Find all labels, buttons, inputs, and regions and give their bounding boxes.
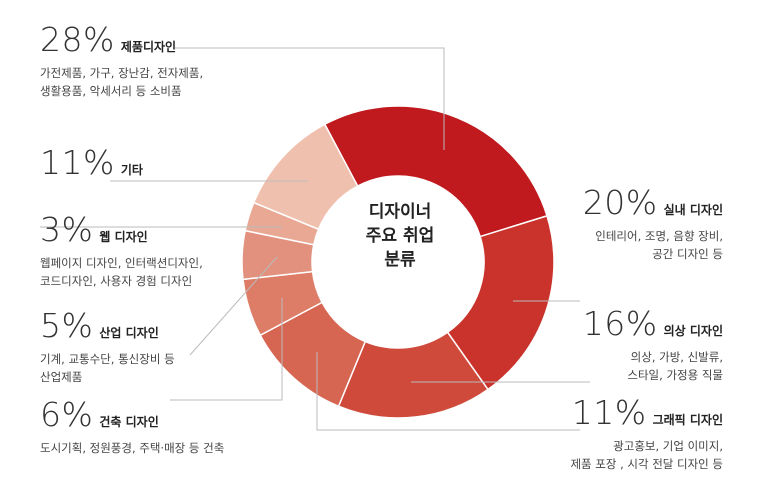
slice-percent: 6% — [40, 395, 94, 434]
slice-percent: 28% — [40, 20, 115, 59]
center-title: 디자이너 주요 취업 분류 — [340, 200, 460, 272]
leader-line — [175, 47, 445, 150]
slice-name: 산업 디자인 — [99, 326, 159, 340]
slice-name: 건축 디자인 — [99, 415, 159, 429]
desc-line: 공간 디자인 등 — [652, 247, 723, 261]
desc-line: 의상, 가방, 신발류, — [630, 350, 723, 364]
center-title-line-1: 디자이너 — [368, 202, 432, 222]
desc-line: 산업제품 — [40, 370, 83, 384]
leader-line — [170, 298, 283, 401]
slice-desc: 인테리어, 조명, 음향 장비, 공간 디자인 등 — [583, 227, 723, 263]
slice-desc: 광고홍보, 기업 이미지, 제품 포장 , 시각 전달 디자인 등 — [570, 437, 723, 473]
label-architecture-design: 6% 건축 디자인 도시기획, 정원풍경, 주택·매장 등 건축 — [40, 397, 224, 457]
slice-percent: 3% — [40, 210, 94, 249]
slice-desc: 도시기획, 정원풍경, 주택·매장 등 건축 — [40, 439, 224, 457]
slice-name: 그래픽 디자인 — [652, 413, 723, 427]
slice-percent: 20% — [582, 183, 658, 222]
slice-name: 제품디자인 — [120, 40, 177, 54]
slice-desc: 의상, 가방, 신발류, 스타일, 가정용 직물 — [583, 348, 723, 384]
slice-name: 의상 디자인 — [663, 324, 723, 338]
slice-name: 실내 디자인 — [663, 203, 723, 217]
slice-percent: 5% — [40, 306, 94, 345]
desc-line: 도시기획, 정원풍경, 주택·매장 등 건축 — [40, 441, 225, 455]
donut-slice — [252, 123, 359, 231]
desc-line: 기계, 교통수단, 통신장비 등 — [40, 352, 175, 366]
label-product-design: 28% 제품디자인 가전제품, 가구, 장난감, 전자제품, 생활용품, 악세서… — [40, 22, 203, 100]
desc-line: 코드디자인, 사용자 경험 디자인 — [40, 274, 193, 288]
desc-line: 제품 포장 , 시각 전달 디자인 등 — [570, 457, 723, 471]
slice-name: 웹 디자인 — [99, 230, 148, 244]
slice-name: 기타 — [120, 163, 143, 177]
label-web-design: 3% 웹 디자인 웹페이지 디자인, 인터랙션디자인, 코드디자인, 사용자 경… — [40, 212, 203, 290]
desc-line: 인테리어, 조명, 음향 장비, — [595, 229, 723, 243]
slice-desc: 가전제품, 가구, 장난감, 전자제품, 생활용품, 악세서리 등 소비품 — [40, 64, 203, 100]
desc-line: 광고홍보, 기업 이미지, — [613, 439, 723, 453]
desc-line: 웹페이지 디자인, 인터랙션디자인, — [40, 256, 203, 270]
label-fashion-design: 16% 의상 디자인 의상, 가방, 신발류, 스타일, 가정용 직물 — [583, 306, 723, 384]
slice-percent: 16% — [582, 304, 658, 343]
donut-slice — [323, 105, 548, 238]
label-industrial-design: 5% 산업 디자인 기계, 교통수단, 통신장비 등 산업제품 — [40, 308, 175, 386]
label-etc: 11% 기타 — [40, 145, 143, 181]
desc-line: 가전제품, 가구, 장난감, 전자제품, — [40, 66, 204, 80]
slice-percent: 11% — [40, 143, 115, 182]
slice-percent: 11% — [571, 393, 647, 432]
center-title-line-2: 주요 취업 — [365, 226, 435, 246]
slice-desc: 웹페이지 디자인, 인터랙션디자인, 코드디자인, 사용자 경험 디자인 — [40, 254, 203, 290]
slice-desc: 기계, 교통수단, 통신장비 등 산업제품 — [40, 350, 175, 386]
desc-line: 스타일, 가정용 직물 — [627, 368, 723, 382]
desc-line: 생활용품, 악세서리 등 소비품 — [40, 84, 182, 98]
leader-line — [189, 256, 278, 356]
label-interior-design: 20% 실내 디자인 인테리어, 조명, 음향 장비, 공간 디자인 등 — [583, 185, 723, 263]
center-title-line-3: 분류 — [384, 250, 416, 270]
leader-line — [316, 352, 580, 431]
donut-slice — [446, 214, 555, 391]
label-graphic-design: 11% 그래픽 디자인 광고홍보, 기업 이미지, 제품 포장 , 시각 전달 … — [570, 395, 723, 473]
